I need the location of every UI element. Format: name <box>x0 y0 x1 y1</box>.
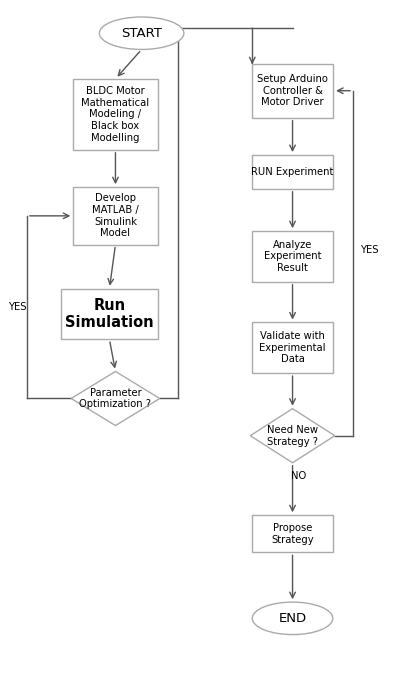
Text: END: END <box>279 612 306 625</box>
Text: Develop
MATLAB /
Simulink
Model: Develop MATLAB / Simulink Model <box>92 194 139 238</box>
FancyBboxPatch shape <box>252 63 333 118</box>
Polygon shape <box>250 409 335 463</box>
Text: START: START <box>121 27 162 40</box>
Text: Run
Simulation: Run Simulation <box>65 298 154 330</box>
Text: Validate with
Experimental
Data: Validate with Experimental Data <box>259 331 326 364</box>
Text: NO: NO <box>291 471 306 481</box>
FancyBboxPatch shape <box>73 187 158 245</box>
Text: BLDC Motor
Mathematical
Modeling /
Black box
Modelling: BLDC Motor Mathematical Modeling / Black… <box>82 86 149 143</box>
Text: Setup Arduino
Controller &
Motor Driver: Setup Arduino Controller & Motor Driver <box>257 74 328 107</box>
Text: Analyze
Experiment
Result: Analyze Experiment Result <box>264 240 321 273</box>
Ellipse shape <box>252 602 333 634</box>
Text: YES: YES <box>360 245 379 254</box>
FancyBboxPatch shape <box>61 288 158 340</box>
Text: RUN Experiment: RUN Experiment <box>251 167 334 177</box>
Text: Need New
Strategy ?: Need New Strategy ? <box>267 425 318 447</box>
Polygon shape <box>71 372 160 426</box>
Ellipse shape <box>100 17 184 50</box>
FancyBboxPatch shape <box>252 155 333 189</box>
Text: Propose
Strategy: Propose Strategy <box>271 523 314 545</box>
FancyBboxPatch shape <box>73 79 158 150</box>
FancyBboxPatch shape <box>252 231 333 282</box>
FancyBboxPatch shape <box>252 515 333 552</box>
FancyBboxPatch shape <box>252 323 333 373</box>
Text: YES: YES <box>8 302 26 312</box>
Text: Parameter
Optimization ?: Parameter Optimization ? <box>80 387 151 409</box>
